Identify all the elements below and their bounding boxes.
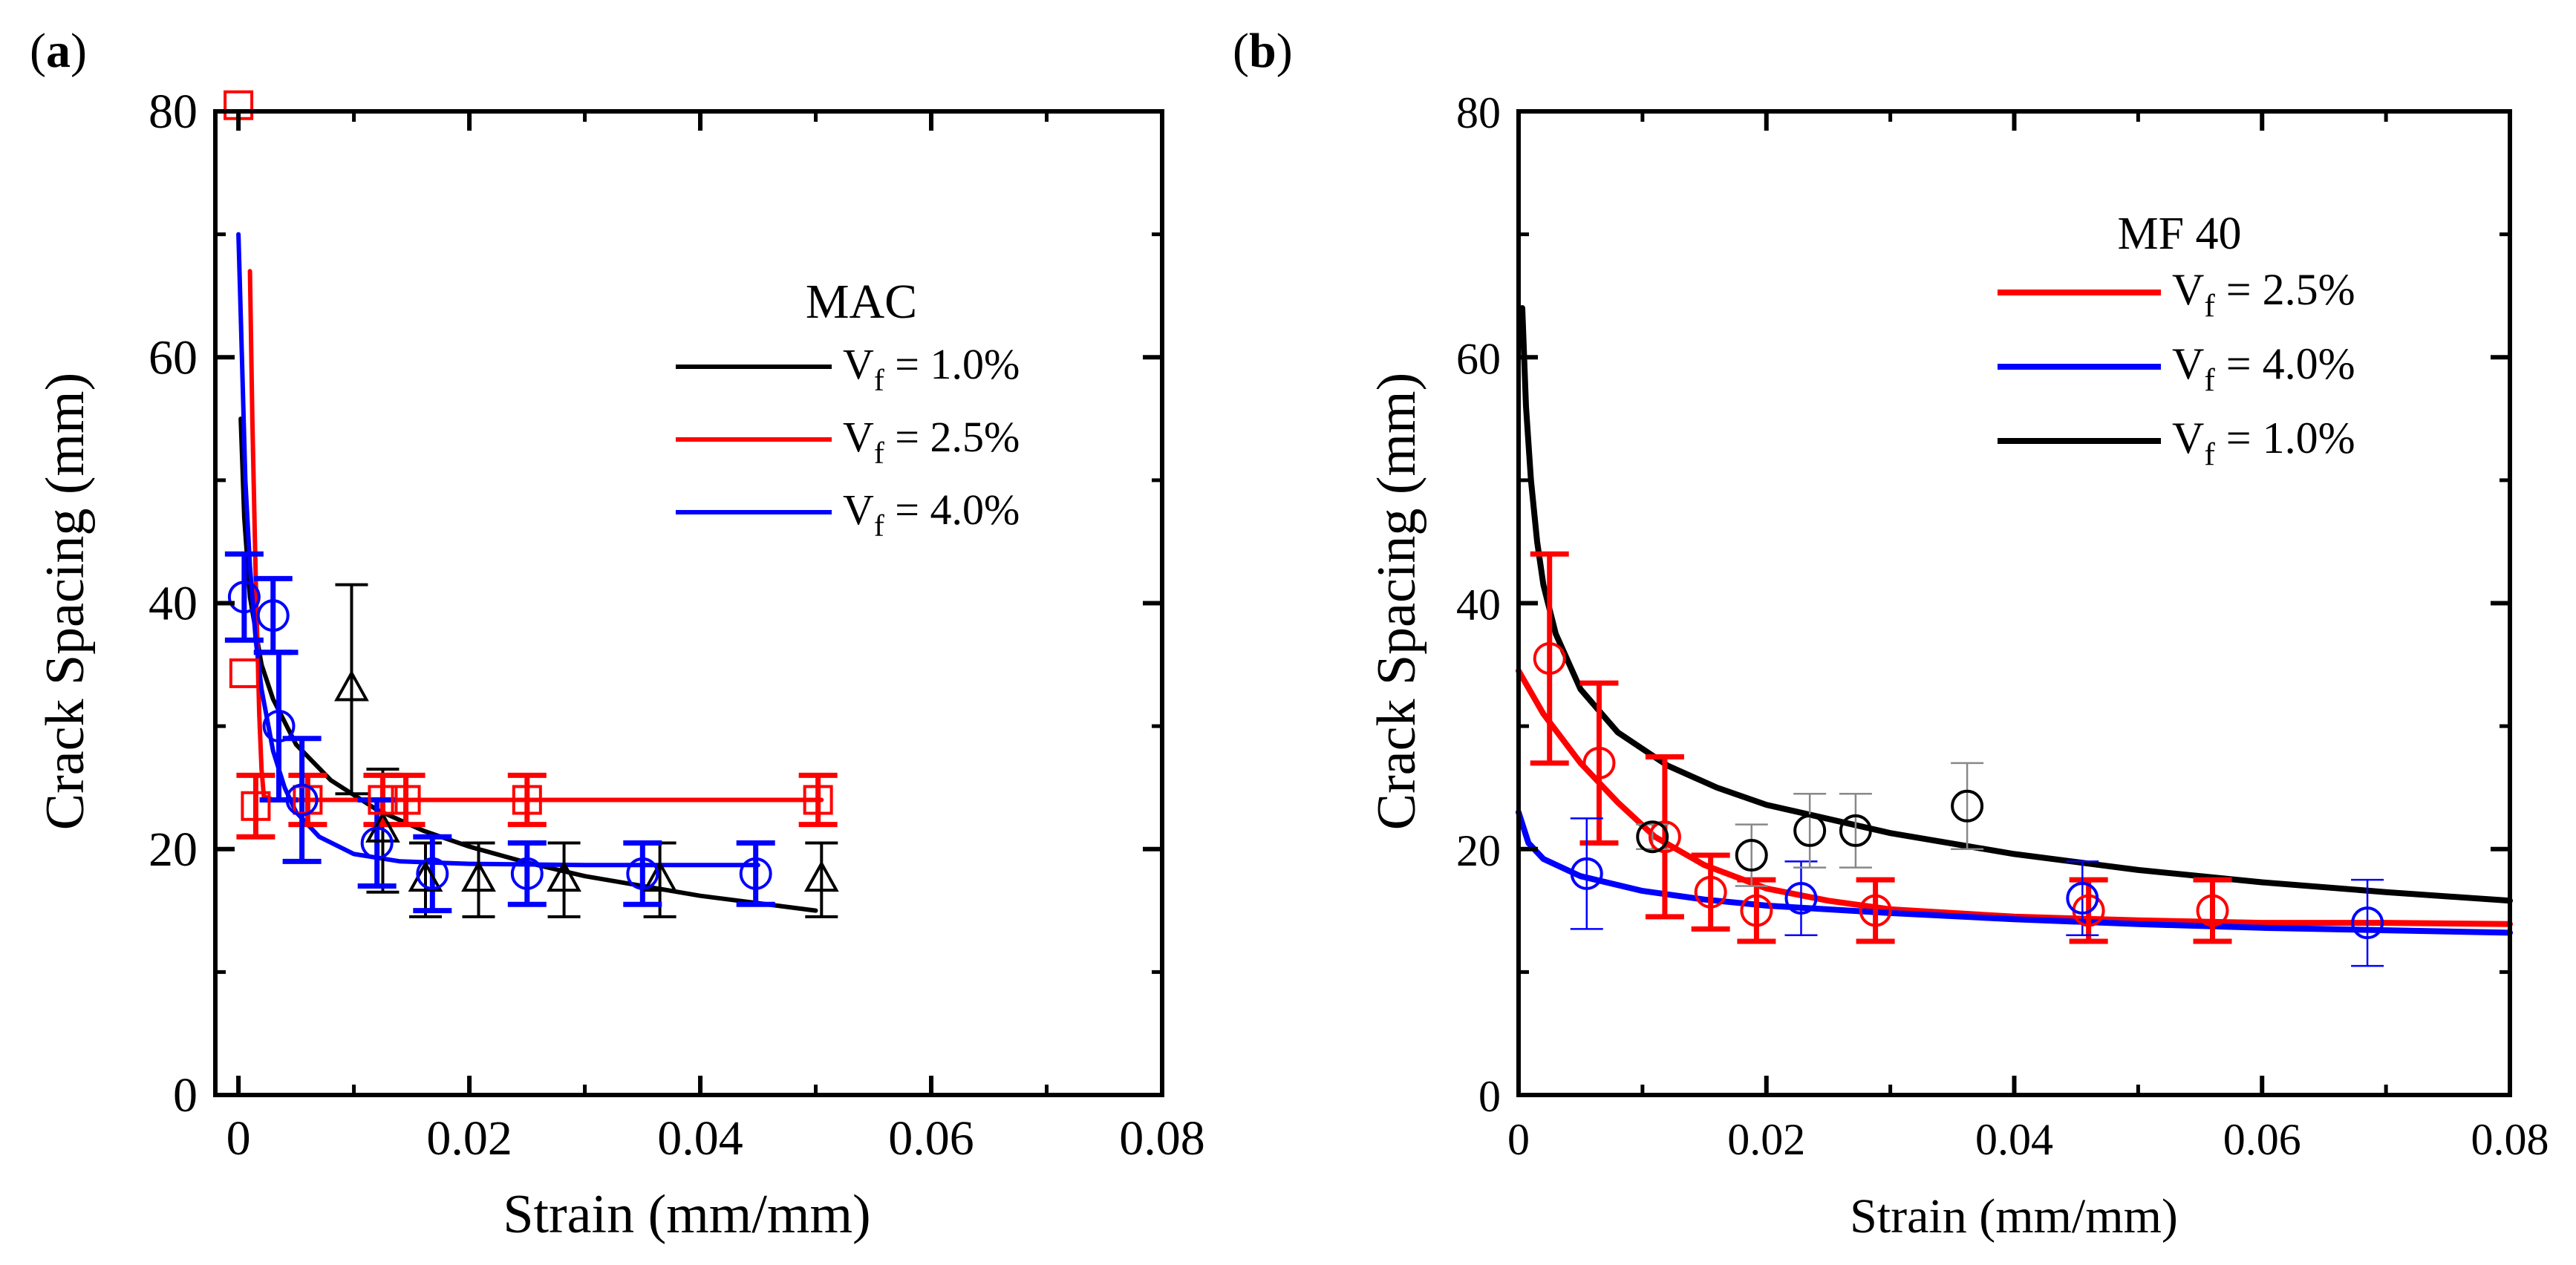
data-point-circle bbox=[1740, 894, 1773, 927]
data-point-circle bbox=[227, 581, 261, 614]
data-point-circle bbox=[1735, 839, 1768, 872]
data-point-square bbox=[512, 785, 542, 815]
data-point-circle bbox=[2066, 882, 2099, 915]
legend-a: MAC Vf = 1.0% Vf = 2.5% Vf = 4.0% bbox=[676, 275, 1020, 543]
data-point-circle bbox=[739, 857, 772, 890]
x-tick-label: 0.06 bbox=[888, 1111, 974, 1166]
x-axis-title-a: Strain (mm/mm) bbox=[503, 1184, 870, 1245]
data-point-circle bbox=[1636, 820, 1669, 854]
data-point-circle bbox=[1951, 789, 1984, 823]
data-point-circle bbox=[262, 710, 296, 743]
panel-label-b: (b) bbox=[1233, 24, 1293, 78]
data-point-circle bbox=[1793, 814, 1827, 847]
x-tick-label: 0 bbox=[1507, 1115, 1530, 1164]
legend-title-a: MAC bbox=[806, 275, 917, 329]
data-point-circle bbox=[256, 599, 290, 632]
data-point-circle bbox=[626, 857, 659, 890]
legend-b: MF 40 Vf = 2.5% Vf = 4.0% Vf = 1.0% bbox=[1998, 209, 2355, 472]
x-tick-label: 0.04 bbox=[1975, 1115, 2053, 1164]
legend-label-series-2: Vf = 4.0% bbox=[843, 486, 1020, 543]
data-point-square bbox=[803, 785, 833, 815]
data-point-triangle bbox=[803, 860, 839, 892]
data-point-circle bbox=[1648, 820, 1681, 854]
x-tick-label: 0.08 bbox=[2471, 1115, 2549, 1164]
x-tick-label: 0.02 bbox=[1727, 1115, 1805, 1164]
legend-label-series-2: Vf = 1.0% bbox=[2172, 414, 2355, 472]
y-tick-label: 40 bbox=[149, 577, 198, 631]
data-point-triangle bbox=[334, 670, 369, 702]
panel-b: (b) 0 0.02 0.04 0.06 0.08 0 20 40 60 80 Strain (m… bbox=[1233, 24, 2549, 1243]
fit-curve-series-1 bbox=[1516, 809, 2513, 936]
data-point-circle bbox=[416, 857, 449, 890]
data-point-circle bbox=[1784, 882, 1818, 915]
y-tick-label: 20 bbox=[149, 823, 198, 877]
y-tick-label: 60 bbox=[149, 330, 198, 385]
x-tick-label: 0.06 bbox=[2223, 1115, 2301, 1164]
x-tick-label: 0.04 bbox=[657, 1111, 743, 1166]
y-axis-title-a: Crack Spacing (mm) bbox=[35, 373, 96, 831]
data-point-triangle bbox=[547, 860, 581, 892]
data-point-circle bbox=[360, 826, 394, 860]
data-point-square bbox=[391, 785, 421, 815]
y-tick-label: 80 bbox=[149, 85, 198, 139]
x-tick-label: 0.02 bbox=[426, 1111, 512, 1166]
legend-label-series-1: Vf = 2.5% bbox=[843, 413, 1020, 471]
x-tick-label: 0 bbox=[226, 1111, 251, 1166]
y-tick-label: 60 bbox=[1456, 334, 1501, 383]
panel-a: (a) 0 0.02 0.04 0.06 0.08 0 20 40 60 80 Strain (m… bbox=[30, 24, 1205, 1245]
data-point-circle bbox=[2351, 906, 2384, 940]
y-tick-label: 80 bbox=[1456, 88, 1501, 137]
data-point-circle bbox=[2196, 894, 2229, 927]
legend-title-b: MF 40 bbox=[2117, 209, 2241, 259]
panel-label-a: (a) bbox=[30, 24, 87, 78]
x-tick-label: 0.08 bbox=[1119, 1111, 1205, 1166]
data-point-circle bbox=[1570, 857, 1603, 890]
data-point-square bbox=[229, 658, 259, 688]
data-point-circle bbox=[1533, 642, 1566, 676]
x-axis-title-b: Strain (mm/mm) bbox=[1850, 1189, 2178, 1243]
data-point-circle bbox=[1694, 875, 1727, 909]
data-point-circle bbox=[285, 783, 319, 817]
data-point-triangle bbox=[461, 860, 496, 892]
legend-label-series-0: Vf = 1.0% bbox=[843, 340, 1020, 398]
legend-label-series-0: Vf = 2.5% bbox=[2172, 265, 2355, 324]
data-point-square bbox=[368, 785, 398, 815]
data-point-triangle bbox=[642, 860, 678, 892]
data-point-circle bbox=[1839, 814, 1872, 847]
data-point-square bbox=[241, 791, 271, 821]
data-point-circle bbox=[1582, 746, 1616, 779]
y-tick-label: 0 bbox=[173, 1068, 198, 1122]
data-point-circle bbox=[1859, 894, 1892, 927]
legend-label-series-1: Vf = 4.0% bbox=[2172, 339, 2355, 398]
fit-curve-series-2 bbox=[236, 232, 760, 868]
data-point-circle bbox=[510, 857, 544, 890]
y-tick-label: 0 bbox=[1478, 1072, 1501, 1121]
y-axis-title-b: Crack Spacing (mm) bbox=[1366, 373, 1427, 831]
y-tick-label: 20 bbox=[1456, 826, 1501, 875]
y-tick-label: 40 bbox=[1456, 581, 1501, 630]
